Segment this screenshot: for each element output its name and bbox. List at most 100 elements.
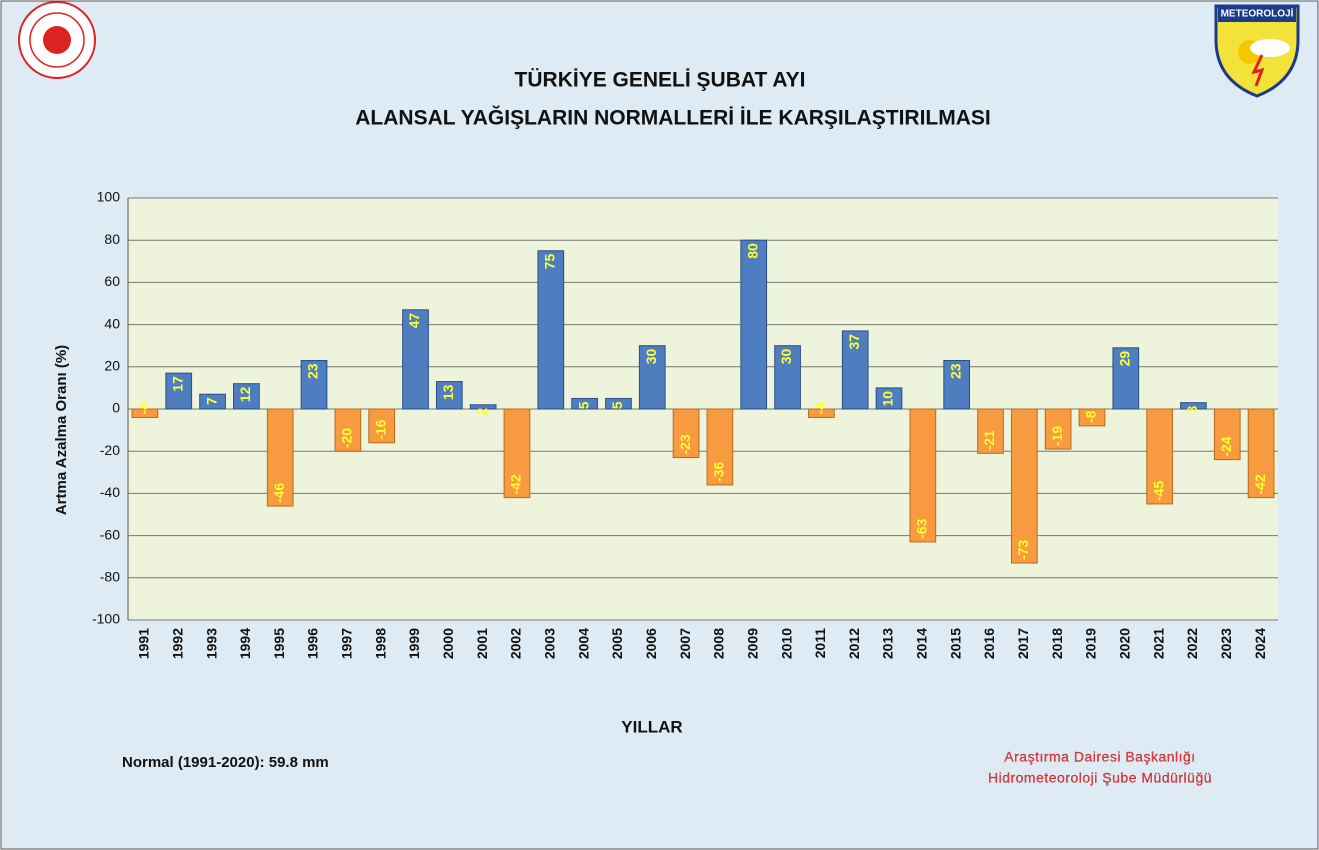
x-tick-label: 2008 <box>711 628 727 659</box>
y-tick-label: 100 <box>97 189 121 205</box>
value-label: 2 <box>474 408 490 416</box>
bar <box>1044 408 1072 450</box>
bar <box>1078 408 1106 427</box>
value-label: -45 <box>1150 481 1166 501</box>
x-tick-label: 2010 <box>778 628 794 659</box>
bar <box>605 397 632 410</box>
value-label: 29 <box>1116 351 1132 367</box>
value-label: 12 <box>237 386 253 402</box>
value-label: -63 <box>914 518 930 538</box>
value-label: -8 <box>1083 410 1099 423</box>
x-tick-label: 2012 <box>846 628 862 659</box>
x-tick-label: 2004 <box>575 628 591 659</box>
note: Normal (1991-2020): 59.8 mm <box>122 754 329 771</box>
value-label: -42 <box>1252 474 1268 494</box>
value-label: 75 <box>541 254 557 270</box>
bar <box>402 309 429 410</box>
y-tick-label: -40 <box>100 484 120 500</box>
chart-subtitle: ALANSAL YAĞIŞLARIN NORMALLERİ İLE KARŞIL… <box>355 106 990 130</box>
x-tick-label: 2014 <box>914 628 930 659</box>
value-label: 30 <box>778 348 794 364</box>
x-tick-label: 2000 <box>440 628 456 659</box>
value-label: 17 <box>169 376 185 392</box>
x-tick-label: 2019 <box>1083 628 1099 659</box>
value-label: 13 <box>440 384 456 400</box>
value-label: 5 <box>609 401 625 409</box>
value-label: -21 <box>981 430 997 450</box>
value-label: -4 <box>812 402 828 415</box>
x-tick-label: 1992 <box>169 628 185 659</box>
y-tick-label: 60 <box>104 273 120 289</box>
x-tick-label: 1997 <box>339 628 355 659</box>
value-label: 5 <box>575 401 591 409</box>
x-tick-label: 2013 <box>880 628 896 659</box>
bar <box>571 397 598 410</box>
bar <box>672 408 700 459</box>
x-tick-label: 2005 <box>609 628 625 659</box>
credit: Hidrometeoroloji Şube Müdürlüğü <box>988 770 1212 786</box>
x-tick-label: 2023 <box>1218 628 1234 659</box>
value-label: 3 <box>1184 405 1200 413</box>
plot: -100 -80 -60 -40 -20 0 20 40 60 80 100 1991 -4 1992 17… <box>92 189 1278 659</box>
x-tick-label: 2003 <box>541 628 557 659</box>
x-tick-label: 2016 <box>981 628 997 659</box>
bar <box>435 381 463 410</box>
bar <box>334 408 362 452</box>
value-label: 23 <box>947 363 963 379</box>
bar <box>503 408 531 499</box>
bar <box>808 408 835 418</box>
x-tick-label: 2020 <box>1116 628 1132 659</box>
x-tick-label: 1996 <box>305 628 321 659</box>
bar <box>943 359 971 410</box>
bar <box>199 393 226 410</box>
x-tick-label: 2001 <box>474 628 490 659</box>
value-label: -42 <box>508 474 524 494</box>
value-label: 80 <box>744 243 760 259</box>
bar <box>165 372 193 410</box>
y-tick-label: 20 <box>104 358 120 374</box>
bar <box>1146 408 1173 505</box>
x-tick-label: 1994 <box>237 628 253 659</box>
bar <box>841 330 869 410</box>
right-logo: METEOROLOJİ <box>1214 4 1300 98</box>
value-label: 30 <box>643 348 659 364</box>
value-label: 10 <box>880 391 896 407</box>
y-tick-label: -100 <box>92 611 120 627</box>
bar <box>131 408 159 418</box>
x-tick-label: 2015 <box>947 628 963 659</box>
x-tick-label: 2018 <box>1049 628 1065 659</box>
value-label: -20 <box>339 428 355 448</box>
x-tick-label: 2021 <box>1150 628 1166 659</box>
y-tick-label: 0 <box>112 400 120 416</box>
y-axis-title: Artma Azalma Oranı (%) <box>53 345 70 515</box>
x-tick-label: 2011 <box>812 628 828 659</box>
bar <box>1213 408 1241 461</box>
value-label: -4 <box>136 402 152 415</box>
bar <box>774 345 801 410</box>
x-tick-label: 2017 <box>1015 628 1031 659</box>
value-label: -19 <box>1049 426 1065 446</box>
bar <box>233 383 260 410</box>
value-label: 23 <box>305 363 321 379</box>
y-tick-label: -60 <box>100 526 120 542</box>
bar <box>537 250 565 410</box>
value-label: -73 <box>1015 540 1031 560</box>
chart-title: TÜRKİYE GENELİ ŞUBAT AYI <box>515 69 806 92</box>
bar <box>300 359 328 410</box>
bar <box>266 408 294 507</box>
y-tick-label: 40 <box>104 315 120 331</box>
x-tick-label: 2022 <box>1184 628 1200 659</box>
bar <box>875 387 903 410</box>
bar <box>1247 408 1275 499</box>
bar <box>977 408 1004 454</box>
value-label: -23 <box>677 434 693 454</box>
value-label: -46 <box>271 483 287 503</box>
x-tick-label: 1995 <box>271 628 287 659</box>
value-label: -24 <box>1218 436 1234 456</box>
y-tick-label: -20 <box>100 442 120 458</box>
x-tick-label: 1991 <box>136 628 152 659</box>
bar <box>1112 347 1140 410</box>
left-logo <box>18 1 96 79</box>
bar <box>740 239 768 410</box>
